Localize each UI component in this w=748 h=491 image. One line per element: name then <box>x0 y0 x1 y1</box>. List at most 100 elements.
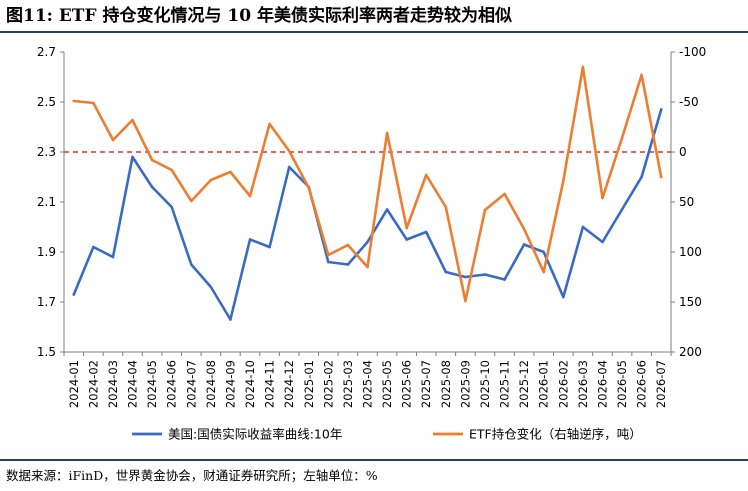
point-real-yield <box>229 318 232 321</box>
point-etf-holdings <box>170 168 173 172</box>
right-tick-label: 200 <box>679 345 702 359</box>
x-tick-label: 2025-10 <box>478 360 492 408</box>
point-etf-holdings <box>209 178 213 182</box>
footer-divider <box>0 459 748 461</box>
x-tick-label: 2025-08 <box>439 360 453 408</box>
right-tick-label: -50 <box>679 95 699 109</box>
point-real-yield <box>581 225 585 229</box>
point-real-yield <box>385 208 389 211</box>
x-tick-label: 2025-05 <box>380 360 394 408</box>
left-tick-label: 2.5 <box>37 95 56 109</box>
x-tick-label: 2025-12 <box>517 360 531 408</box>
point-real-yield <box>268 245 271 249</box>
x-tick-label: 2025-02 <box>321 360 335 408</box>
x-tick-label: 2024-12 <box>282 360 296 408</box>
x-tick-label: 2024-03 <box>106 360 120 408</box>
left-tick-label: 1.5 <box>37 345 56 359</box>
point-etf-holdings <box>366 265 369 269</box>
x-tick-label: 2026-06 <box>635 360 649 408</box>
point-etf-holdings <box>268 122 271 126</box>
point-etf-holdings <box>385 131 389 135</box>
point-real-yield <box>464 275 467 279</box>
point-real-yield <box>111 255 115 259</box>
point-etf-holdings <box>111 138 115 142</box>
x-tick-label: 2026-03 <box>576 360 590 408</box>
x-tick-label: 2024-05 <box>145 360 159 408</box>
x-tick-label: 2024-11 <box>263 360 277 408</box>
point-real-yield <box>483 273 487 276</box>
x-tick-label: 2025-06 <box>400 360 414 408</box>
point-etf-holdings <box>542 270 545 274</box>
point-real-yield <box>424 230 428 234</box>
point-etf-holdings <box>307 186 311 190</box>
x-tick-label: 2024-09 <box>223 360 237 408</box>
point-etf-holdings <box>190 199 193 203</box>
left-tick-label: 2.3 <box>37 145 56 159</box>
point-etf-holdings <box>229 170 232 174</box>
left-tick-label: 1.7 <box>37 295 56 309</box>
point-etf-holdings <box>640 73 643 77</box>
chart-title: 图11: ETF 持仓变化情况与 10 年美债实际利率两者走势较为相似 <box>6 6 512 26</box>
point-real-yield <box>659 108 663 111</box>
point-etf-holdings <box>503 192 506 196</box>
point-etf-holdings <box>659 175 663 179</box>
point-real-yield <box>366 240 369 244</box>
x-tick-label: 2025-04 <box>361 360 375 408</box>
x-tick-label: 2024-07 <box>184 360 198 408</box>
x-tick-label: 2025-11 <box>498 360 512 408</box>
point-etf-holdings <box>327 253 330 257</box>
title-divider <box>0 31 748 33</box>
point-real-yield <box>405 238 409 241</box>
point-real-yield <box>72 293 76 296</box>
left-tick-label: 2.7 <box>37 45 56 59</box>
x-tick-label: 2024-01 <box>67 360 81 408</box>
point-real-yield <box>287 165 291 169</box>
left-tick-label: 1.9 <box>37 245 56 259</box>
x-tick-label: 2026-02 <box>556 360 570 408</box>
point-etf-holdings <box>72 99 76 103</box>
x-tick-label: 2024-02 <box>86 360 100 408</box>
point-etf-holdings <box>483 208 487 212</box>
point-real-yield <box>444 270 448 274</box>
point-real-yield <box>542 250 545 254</box>
point-real-yield <box>248 238 252 241</box>
point-etf-holdings <box>131 118 134 122</box>
x-tick-label: 2024-08 <box>204 360 218 408</box>
point-etf-holdings <box>444 205 448 209</box>
point-real-yield <box>346 263 350 266</box>
point-real-yield <box>601 240 604 244</box>
right-tick-label: 50 <box>679 195 694 209</box>
x-tick-label: 2024-10 <box>243 360 257 408</box>
x-tick-label: 2026-05 <box>615 360 629 408</box>
point-etf-holdings <box>522 227 526 231</box>
x-tick-label: 2025-07 <box>419 360 433 408</box>
point-etf-holdings <box>424 173 428 177</box>
point-real-yield <box>92 245 95 249</box>
x-tick-label: 2025-09 <box>458 360 472 408</box>
point-etf-holdings <box>405 226 409 230</box>
right-tick-label: -100 <box>679 45 706 59</box>
legend-label-real-yield: 美国:国债实际收益率曲线:10年 <box>168 427 342 442</box>
right-tick-label: 150 <box>679 295 702 309</box>
legend-label-etf-holdings: ETF持仓变化（右轴逆序，吨） <box>469 427 642 442</box>
point-real-yield <box>209 285 213 289</box>
point-etf-holdings <box>562 179 565 183</box>
point-real-yield <box>131 155 134 159</box>
x-tick-label: 2026-01 <box>537 360 551 408</box>
x-tick-label: 2025-01 <box>302 360 316 408</box>
point-etf-holdings <box>287 149 291 153</box>
x-tick-label: 2024-06 <box>165 360 179 408</box>
point-real-yield <box>620 208 624 211</box>
left-tick-label: 2.1 <box>37 195 56 209</box>
x-tick-label: 2025-03 <box>341 360 355 408</box>
right-tick-label: 100 <box>679 245 702 259</box>
point-etf-holdings <box>346 243 350 247</box>
point-real-yield <box>522 243 526 246</box>
point-real-yield <box>503 278 506 281</box>
point-etf-holdings <box>92 101 95 105</box>
point-etf-holdings <box>601 196 604 200</box>
point-real-yield <box>190 263 193 266</box>
point-real-yield <box>562 295 565 299</box>
x-tick-label: 2026-07 <box>654 360 668 408</box>
